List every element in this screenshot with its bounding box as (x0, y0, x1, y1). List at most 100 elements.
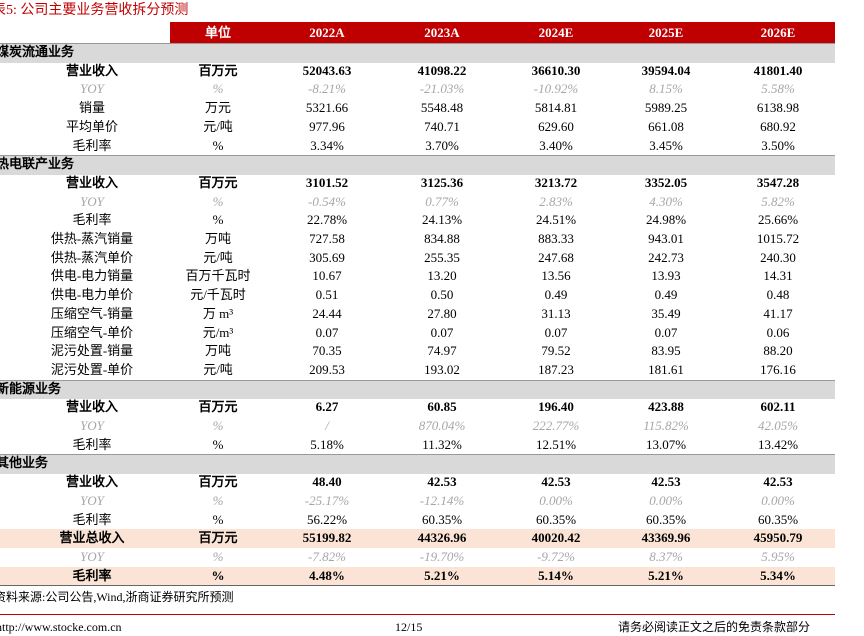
cell-value: 25.66% (757, 212, 799, 228)
row-unit: 百万元 (198, 530, 238, 546)
row-unit: 百万千瓦时 (185, 268, 251, 284)
cell-value: 5.58% (761, 81, 795, 97)
row-unit: 百万元 (198, 62, 238, 78)
cell-value: 24.51% (535, 212, 577, 228)
cell-value: 48.40 (312, 474, 342, 490)
footer-url: http://www.stocke.com.cn (0, 620, 122, 634)
cell-value: 5321.66 (305, 100, 349, 116)
cell-value: 0.49 (544, 287, 568, 303)
cell-value: 0.00% (539, 492, 573, 508)
cell-value: 247.68 (538, 249, 574, 265)
column-header: 2026E (760, 24, 796, 40)
row-label: 供热-蒸汽单价 (50, 249, 134, 265)
cell-value: 0.48 (766, 287, 790, 303)
cell-value: 60.35% (421, 511, 463, 527)
row-unit: % (212, 548, 224, 564)
row-label: 毛利率 (72, 212, 112, 228)
row-unit: % (212, 436, 224, 452)
cell-value: 60.85 (427, 399, 457, 415)
column-header: 2025E (648, 24, 684, 40)
row-unit: % (212, 418, 224, 433)
cell-value: 3125.36 (420, 174, 464, 190)
cell-value: 3.50% (761, 137, 795, 153)
cell-value: 5.34% (760, 567, 796, 583)
cell-value: 196.40 (538, 399, 574, 415)
section-title: 其他业务 (0, 455, 49, 471)
cell-value: 42.53 (541, 474, 571, 490)
column-header: 2024E (538, 24, 574, 40)
cell-value: 42.53 (763, 474, 793, 490)
page-number: 12/15 (395, 620, 423, 634)
cell-value: 14.31 (763, 268, 793, 284)
cell-value: -7.82% (308, 548, 346, 564)
cell-value: 0.07 (544, 324, 568, 340)
cell-value: 36610.30 (531, 62, 581, 78)
cell-value: 52043.63 (302, 62, 352, 78)
cell-value: 629.60 (538, 118, 574, 134)
row-bg (0, 529, 835, 548)
cell-value: 74.97 (427, 343, 457, 359)
row-unit: % (211, 567, 225, 583)
row-label: YOY (80, 492, 104, 508)
row-unit: 元/吨 (203, 118, 233, 134)
cell-value: 3.40% (539, 137, 573, 153)
cell-value: 0.50 (430, 287, 454, 303)
cell-value: 60.35% (645, 511, 687, 527)
row-label: YOY (80, 193, 104, 209)
cell-value: 8.15% (649, 81, 683, 97)
section-title: 新能源业务 (0, 380, 62, 396)
cell-value: -19.70% (419, 548, 465, 564)
cell-value: 41801.40 (753, 62, 803, 78)
section-bg (0, 155, 835, 175)
cell-value: 12.51% (535, 436, 577, 452)
cell-value: -25.17% (304, 492, 350, 508)
column-header: 2022A (309, 24, 345, 40)
row-unit: 百万元 (198, 174, 238, 190)
cell-value: 5.21% (648, 567, 684, 583)
row-label: 营业收入 (65, 474, 118, 490)
cell-value: 13.42% (757, 436, 799, 452)
cell-value: 24.44 (312, 305, 342, 321)
cell-value: 13.93 (651, 268, 681, 284)
row-label: 供电-电力销量 (50, 268, 134, 284)
cell-value: 187.23 (538, 361, 574, 377)
cell-value: 727.58 (309, 231, 345, 246)
cell-value: 88.20 (763, 343, 793, 359)
row-unit: % (212, 193, 224, 209)
cell-value: 5.82% (761, 193, 795, 209)
cell-value: 24.13% (421, 212, 463, 228)
cell-value: 3101.52 (305, 174, 349, 190)
row-unit: 万吨 (204, 231, 231, 246)
row-label: 销量 (78, 100, 105, 116)
cell-value: 41.17 (763, 305, 793, 321)
cell-value: 27.80 (427, 305, 457, 321)
cell-value: -10.92% (533, 81, 579, 97)
row-label: 营业收入 (65, 174, 118, 190)
cell-value: -9.72% (537, 548, 575, 564)
row-unit: % (212, 492, 224, 508)
row-label: 供热-蒸汽销量 (50, 231, 134, 246)
row-unit: 元/m³ (202, 324, 234, 340)
cell-value: 56.22% (306, 511, 348, 527)
cell-value: 5.21% (424, 567, 460, 583)
cell-value: 8.37% (649, 548, 683, 564)
row-unit: % (212, 511, 224, 527)
cell-value: 45950.79 (753, 530, 803, 546)
row-label: YOY (80, 81, 104, 97)
row-unit: 百万元 (198, 474, 238, 490)
row-label: 供电-电力单价 (50, 287, 134, 303)
cell-value: 13.56 (541, 268, 571, 284)
row-label: 营业收入 (65, 62, 118, 78)
cell-value: 3352.05 (644, 174, 688, 190)
cell-value: 6138.98 (756, 100, 800, 116)
cell-value: 255.35 (424, 249, 460, 265)
cell-value: 222.77% (532, 418, 580, 433)
cell-value: 883.33 (538, 231, 574, 246)
cell-value: 5548.48 (420, 100, 464, 116)
cell-value: 31.13 (541, 305, 571, 321)
cell-value: 13.07% (645, 436, 687, 452)
cell-value: 0.00% (649, 492, 683, 508)
cell-value: 740.71 (424, 118, 460, 134)
cell-value: 5989.25 (644, 100, 688, 116)
cell-value: 240.30 (760, 249, 796, 265)
